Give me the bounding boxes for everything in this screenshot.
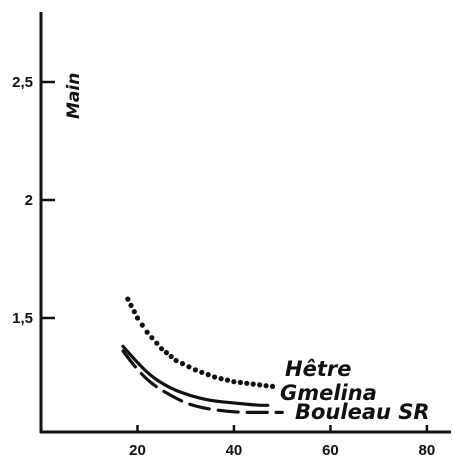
data-point	[144, 329, 150, 335]
x-tick-label: 80	[419, 442, 436, 459]
dot-mark	[139, 322, 145, 328]
data-point	[269, 383, 276, 389]
dot-mark	[244, 380, 250, 386]
y-tick-label: 2	[25, 192, 33, 209]
dot-mark	[199, 369, 205, 375]
series-hetre	[125, 296, 276, 389]
data-point	[125, 296, 131, 302]
dot-mark	[224, 377, 231, 383]
y-tick-label: 1,5	[12, 310, 33, 327]
data-point	[134, 315, 141, 321]
y-axis-label: Main	[64, 73, 84, 119]
data-point	[231, 379, 237, 385]
dot-mark	[205, 372, 211, 378]
dot-mark	[131, 309, 137, 315]
data-point	[212, 374, 218, 380]
dot-mark	[179, 361, 186, 367]
series-layer	[121, 296, 284, 415]
dot-mark	[218, 376, 224, 382]
data-point	[159, 346, 165, 352]
series-label-bouleau-sr: Bouleau SR	[295, 400, 430, 424]
dot-mark	[163, 350, 169, 356]
dot-mark	[149, 335, 155, 341]
ticks: 20 40 60 80 1,5 2 2,5	[12, 74, 435, 459]
dot-mark	[128, 302, 134, 308]
dot-mark	[263, 383, 269, 389]
dot-mark	[154, 340, 160, 346]
dot-mark	[257, 382, 263, 388]
x-tick-label: 60	[322, 442, 339, 459]
dot-mark	[237, 379, 243, 386]
data-point	[192, 367, 198, 373]
y-tick-label: 2,5	[12, 74, 33, 91]
series-label-hetre: Hêtre	[285, 357, 351, 381]
dot-mark	[168, 353, 174, 360]
series-bouleau-sr	[121, 349, 284, 415]
series-label-gmelina: Gmelina	[280, 381, 377, 405]
x-tick-label: 40	[226, 442, 243, 459]
series-gmelina	[121, 344, 270, 407]
x-tick-label: 20	[129, 442, 146, 459]
series-labels: Hêtre Gmelina Bouleau SR	[280, 357, 430, 424]
data-point	[250, 381, 256, 387]
data-point	[173, 357, 179, 364]
dot-mark	[186, 364, 192, 370]
